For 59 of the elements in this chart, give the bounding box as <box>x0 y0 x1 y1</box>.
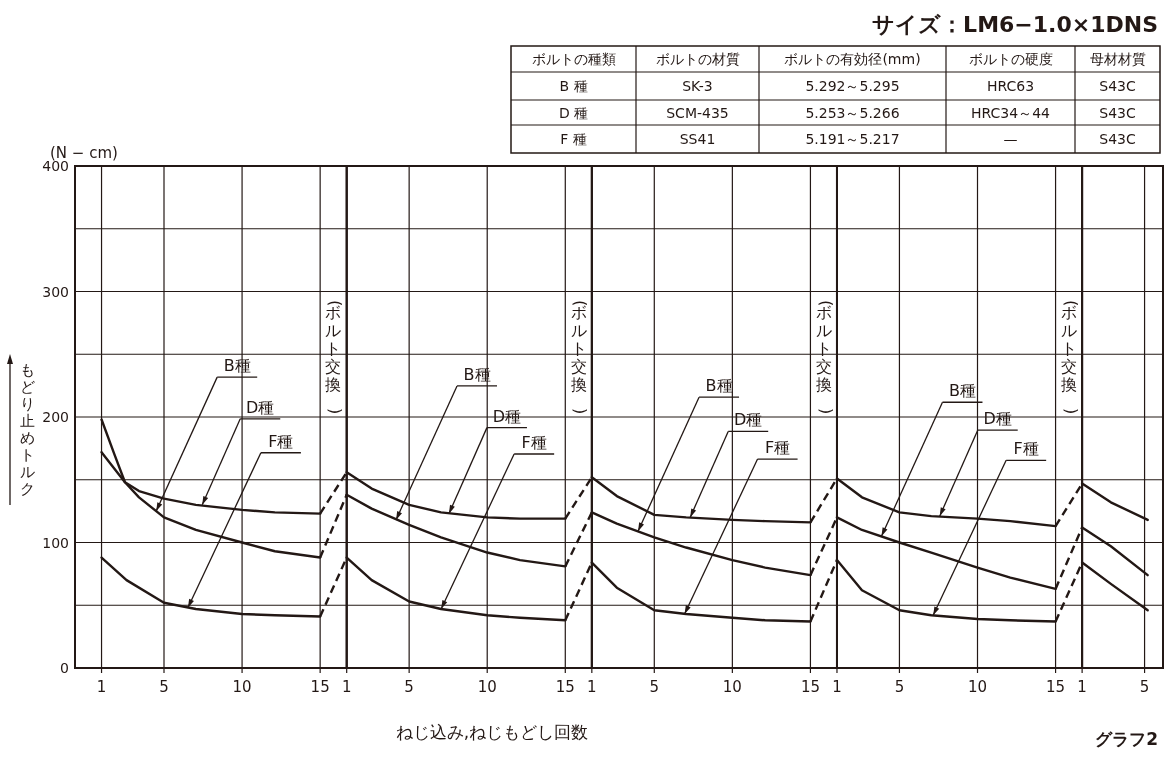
annotation: D種 <box>492 406 522 426</box>
text: 5.191～5.217 <box>805 131 900 147</box>
text: SS41 <box>679 131 716 147</box>
category-label: ボルトの種類 <box>531 51 616 67</box>
x-tick-label: 15 <box>800 678 820 696</box>
text: 5.292～5.295 <box>805 78 900 94</box>
x-tick-label: 1 <box>832 678 842 696</box>
x-tick-label: 5 <box>894 678 905 696</box>
x-tick-label: 1 <box>1077 678 1087 696</box>
y-axis-title: もどり止めトルク <box>19 361 35 498</box>
x-tick-label: 15 <box>1046 678 1066 696</box>
y-tick-label: 0 <box>60 660 69 676</box>
annotation: (ボルト交換) <box>1060 300 1081 415</box>
category-label: 母材材質 <box>1089 51 1146 67</box>
text: サイズ：LM6−1.0×1DNS <box>872 12 1158 37</box>
text: S43C <box>1099 104 1136 121</box>
x-tick-label: 5 <box>649 678 660 696</box>
category-label: ボルトの有効径(mm) <box>784 51 921 67</box>
text: B 種 <box>559 78 588 94</box>
x-tick-label: 15 <box>310 678 330 696</box>
x-tick-label: 5 <box>404 678 414 696</box>
annotation: F種 <box>764 438 791 458</box>
annotation: B種 <box>948 381 976 401</box>
y-tick-label: 200 <box>42 409 69 425</box>
y-tick-label: 300 <box>42 283 69 300</box>
text: — <box>1003 131 1018 147</box>
text: D 種 <box>558 104 589 121</box>
text: 5.253～5.266 <box>805 104 900 121</box>
x-tick-label: 1 <box>587 678 597 696</box>
x-tick-label: 10 <box>232 678 252 696</box>
x-tick-label: 1 <box>96 678 107 696</box>
category-label: ボルトの硬度 <box>968 51 1053 67</box>
annotation: (ボルト交換) <box>570 300 591 415</box>
annotation: F種 <box>268 431 294 451</box>
x-tick-label: 1 <box>341 678 352 696</box>
annotation: D種 <box>734 410 763 430</box>
annotation: D種 <box>983 409 1012 429</box>
text: S43C <box>1099 131 1136 147</box>
text: SK-3 <box>682 78 713 94</box>
annotation: (ボルト交換) <box>815 300 836 415</box>
text: HRC34～44 <box>971 104 1050 121</box>
x-axis-title: ねじ込み,ねじもどし回数 <box>395 722 589 742</box>
category-label: ボルトの材質 <box>655 51 740 67</box>
x-tick-label: 10 <box>967 678 988 696</box>
text: グラフ2 <box>1095 729 1158 749</box>
text: F 種 <box>560 131 587 147</box>
y-tick-label: 100 <box>42 534 69 551</box>
x-tick-label: 10 <box>722 678 742 696</box>
x-tick-label: 5 <box>1139 678 1150 696</box>
annotation: F種 <box>521 433 547 453</box>
x-tick-label: 10 <box>477 678 497 696</box>
x-tick-label: 15 <box>555 678 575 696</box>
text: HRC63 <box>986 78 1035 94</box>
x-tick-label: 5 <box>159 678 169 696</box>
annotation: F種 <box>1013 439 1039 459</box>
text: S43C <box>1099 78 1136 94</box>
annotation: (ボルト交換) <box>325 300 346 415</box>
annotation: D種 <box>246 397 275 417</box>
text: SCM-435 <box>666 104 729 121</box>
